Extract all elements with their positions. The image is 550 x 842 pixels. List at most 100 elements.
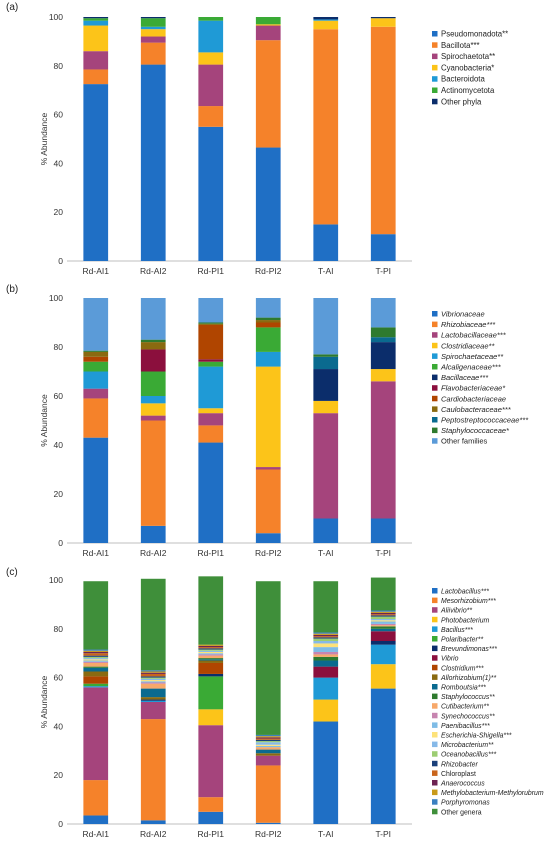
bar-segment (140, 683, 166, 689)
bar-segment (140, 688, 166, 698)
bar-segment (370, 664, 396, 689)
bar-segment (370, 614, 396, 616)
panel-label: (a) (6, 2, 18, 13)
legend-label: Brevundimonas*** (441, 646, 497, 653)
bar-segment (198, 408, 224, 414)
legend-swatch (432, 64, 438, 71)
legend-swatch (432, 364, 438, 370)
bar-segment (255, 739, 281, 742)
x-tick-label: Rd-AI2 (140, 266, 167, 276)
y-tick-label: 100 (49, 293, 63, 303)
x-tick-label: Rd-PI2 (255, 266, 282, 276)
bar-segment (370, 369, 396, 382)
legend-label: Flavobacteriaceae* (441, 384, 506, 393)
legend-swatch (432, 406, 438, 412)
y-tick-label: 60 (54, 391, 64, 401)
bar-segment (255, 737, 281, 739)
bar-segment (198, 647, 224, 649)
bar-segment (370, 621, 396, 624)
chart-panel-2: (b) % Abundance 0 20 40 60 80 100 Rd-AI1 Rd-AI2 Rd… (6, 284, 529, 558)
bar-segment (83, 686, 109, 688)
legend-label: Peptostreptococcaceae*** (441, 416, 529, 425)
bar-segment (255, 741, 281, 743)
legend-label: Clostridiaceae** (441, 341, 495, 350)
bar-segment (255, 755, 281, 766)
legend-label: Clostridium*** (441, 665, 484, 672)
y-tick-label: 60 (54, 110, 64, 120)
bar-segment (83, 350, 109, 352)
bar-segment (83, 667, 109, 672)
y-tick-label: 0 (58, 538, 63, 548)
y-tick-label: 100 (49, 575, 63, 585)
bar-segment (83, 661, 109, 663)
legend-swatch (432, 311, 438, 317)
bar-segment (83, 398, 109, 438)
bar-segment (313, 19, 339, 21)
x-tick-label: T-AI (318, 266, 334, 276)
bar-segment (255, 765, 281, 823)
legend-swatch (432, 722, 438, 728)
legend-swatch (432, 645, 438, 652)
legend-label: Chloroplast (441, 771, 476, 778)
legend-swatch (432, 751, 438, 757)
bar-segment (198, 649, 224, 651)
bar-segment (83, 815, 109, 824)
legend-swatch (432, 712, 438, 719)
bar-segment (140, 670, 166, 672)
y-tick-label: 80 (54, 342, 64, 352)
x-tick-label: T-PI (375, 266, 391, 276)
legend-swatch (432, 780, 438, 786)
legend-swatch (432, 789, 438, 796)
bar-segment (83, 666, 109, 668)
bar-segment (83, 687, 109, 781)
bar-segment (313, 298, 339, 355)
bar-segment (198, 359, 224, 362)
bar-segment (198, 442, 224, 543)
bar-segment (140, 42, 166, 65)
y-axis-title: % Abundance (39, 676, 49, 729)
legend-label: Anaerococcus (440, 781, 485, 788)
bar-segment (140, 672, 166, 674)
bar-segment (255, 742, 281, 745)
legend-swatch (432, 684, 438, 690)
legend-label: Oceanobacillus*** (441, 752, 496, 759)
bar-segment (198, 655, 224, 659)
legend-label: Rhizobiaceae*** (441, 320, 496, 329)
chart-panel-3: (c) % Abundance 0 20 40 60 80 100 Rd-AI1 Rd-AI2 Rd… (6, 567, 544, 839)
bar-segment (370, 18, 396, 27)
bar-segment (370, 628, 396, 632)
bar-segment (313, 651, 339, 655)
bar-segment (255, 25, 281, 41)
legend-label: Lactobacillaceae*** (441, 331, 507, 340)
legend-label: Paenibacillus*** (441, 723, 490, 730)
bar-segment (140, 26, 166, 30)
bar-segment (140, 702, 166, 720)
bar-segment (140, 676, 166, 678)
bar-segment (370, 577, 396, 611)
bar-segment (140, 371, 166, 396)
bar-segment (313, 638, 339, 641)
bar-segment (140, 339, 166, 343)
bar-segment (198, 797, 224, 812)
legend-label: Synechococcus** (441, 713, 495, 720)
bar-segment (198, 644, 224, 646)
bar-segment (140, 680, 166, 682)
bar-segment (198, 106, 224, 127)
legend-swatch (432, 760, 438, 767)
bar-segment (370, 234, 396, 261)
bar-segment (313, 637, 339, 639)
legend-label: Alcaligenaceae*** (440, 363, 502, 372)
legend-label: Caulobacteraceae*** (441, 405, 512, 414)
legend-swatch (432, 703, 438, 709)
y-tick-label: 20 (54, 207, 64, 217)
bar-segment (140, 525, 166, 543)
bar-segment (83, 69, 109, 85)
bar-segment (83, 361, 109, 372)
bar-segment (370, 610, 396, 612)
legend-swatch (432, 626, 438, 632)
bar-segment (140, 18, 166, 27)
legend-swatch (432, 42, 438, 48)
bar-segment (198, 322, 224, 324)
bar-segment (255, 533, 281, 543)
